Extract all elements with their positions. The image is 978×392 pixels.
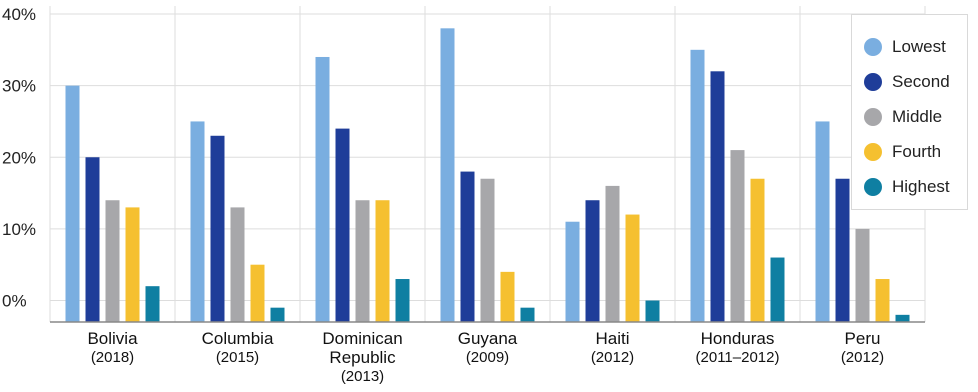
- y-tick-label: 30%: [2, 77, 36, 96]
- y-tick-label: 40%: [2, 5, 36, 24]
- bar-middle: [605, 185, 620, 322]
- bar-second: [710, 71, 725, 322]
- bar-second: [335, 128, 350, 322]
- y-tick-label: 20%: [2, 148, 36, 167]
- bar-fourth: [875, 279, 890, 322]
- category-label: Bolivia: [87, 329, 138, 348]
- legend-item-middle: Middle: [864, 99, 967, 134]
- bar-highest: [895, 314, 910, 322]
- legend-label: Highest: [892, 176, 950, 196]
- category-label: Peru: [845, 329, 881, 348]
- bar-second: [835, 178, 850, 322]
- bar-highest: [270, 307, 285, 322]
- category-year-label: (2013): [341, 368, 384, 385]
- legend-item-highest: Highest: [864, 169, 967, 204]
- legend-label: Middle: [892, 106, 943, 126]
- bar-second: [585, 200, 600, 322]
- category-year-label: (2018): [91, 349, 134, 366]
- bar-second: [210, 135, 225, 322]
- bar-second: [460, 171, 475, 322]
- category-label: Columbia: [202, 329, 274, 348]
- legend-label: Fourth: [892, 141, 942, 161]
- bar-middle: [355, 200, 370, 322]
- bar-highest: [395, 279, 410, 322]
- legend-item-second: Second: [864, 64, 967, 99]
- category-label: Honduras: [701, 329, 775, 348]
- bar-lowest: [315, 56, 330, 322]
- category-year-label: (2011–2012): [696, 349, 780, 366]
- legend-swatch: [864, 142, 882, 161]
- bar-lowest: [565, 221, 580, 322]
- bar-lowest: [440, 28, 455, 322]
- bar-middle: [480, 178, 495, 322]
- y-tick-label: 0%: [2, 292, 27, 311]
- legend-item-lowest: Lowest: [864, 29, 967, 64]
- category-year-label: (2012): [841, 349, 884, 366]
- category-label: Guyana: [458, 329, 518, 348]
- legend-label: Lowest: [892, 36, 946, 56]
- bar-lowest: [190, 121, 205, 322]
- bar-middle: [855, 228, 870, 322]
- y-axis-ticks: 0% 10% 20% 30% 40%: [2, 5, 36, 311]
- bar-second: [85, 157, 100, 322]
- category-year-label: (2009): [466, 349, 509, 366]
- bar-fourth: [375, 200, 390, 322]
- bar-highest: [645, 300, 660, 322]
- bar-middle: [730, 150, 745, 322]
- bar-fourth: [125, 207, 140, 322]
- category-label: Haiti: [595, 329, 629, 348]
- category-label: Dominican: [322, 329, 402, 348]
- category-label: Republic: [329, 348, 396, 367]
- bar-middle: [105, 200, 120, 322]
- legend: Lowest Second Middle Fourth Highest: [851, 14, 968, 210]
- bar-lowest: [65, 85, 80, 323]
- category-year-label: (2012): [591, 349, 634, 366]
- bar-fourth: [250, 264, 265, 322]
- legend-item-fourth: Fourth: [864, 134, 967, 169]
- bar-fourth: [500, 271, 515, 322]
- bar-highest: [770, 257, 785, 322]
- legend-swatch: [864, 72, 882, 91]
- legend-swatch: [864, 37, 882, 56]
- legend-swatch: [864, 177, 882, 196]
- bar-lowest: [690, 49, 705, 322]
- category-year-label: (2015): [216, 349, 259, 366]
- bar-fourth: [750, 178, 765, 322]
- bar-middle: [230, 207, 245, 322]
- legend-swatch: [864, 107, 882, 126]
- legend-label: Second: [892, 71, 950, 91]
- bar-lowest: [815, 121, 830, 322]
- bar-highest: [145, 286, 160, 322]
- bar-highest: [520, 307, 535, 322]
- bars: [65, 28, 910, 323]
- bar-fourth: [625, 214, 640, 322]
- x-axis-labels: Bolivia(2018) Columbia(2015) DominicanRepu…: [87, 329, 884, 385]
- y-tick-label: 10%: [2, 220, 36, 239]
